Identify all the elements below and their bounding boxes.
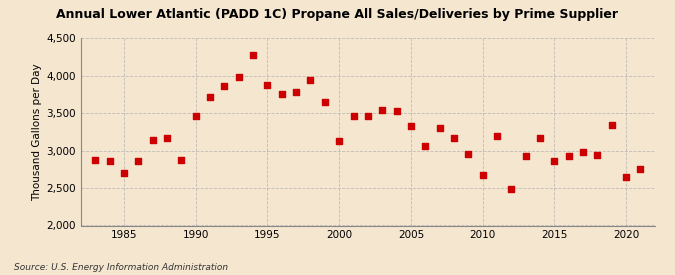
Y-axis label: Thousand Gallons per Day: Thousand Gallons per Day <box>32 63 43 201</box>
Point <box>406 124 416 128</box>
Point <box>161 136 172 140</box>
Point <box>319 100 330 104</box>
Point <box>635 167 646 172</box>
Point <box>90 158 101 162</box>
Point <box>248 53 259 57</box>
Point <box>234 75 244 79</box>
Point <box>592 153 603 157</box>
Point <box>434 125 445 130</box>
Point <box>620 175 631 179</box>
Point <box>333 139 344 143</box>
Point <box>377 108 387 112</box>
Point <box>147 138 158 142</box>
Point <box>276 92 287 96</box>
Point <box>190 114 201 119</box>
Text: Annual Lower Atlantic (PADD 1C) Propane All Sales/Deliveries by Prime Supplier: Annual Lower Atlantic (PADD 1C) Propane … <box>57 8 618 21</box>
Point <box>491 134 502 139</box>
Point <box>104 159 115 163</box>
Point <box>291 90 302 95</box>
Point <box>535 136 545 140</box>
Point <box>549 159 560 163</box>
Point <box>391 109 402 113</box>
Point <box>133 159 144 163</box>
Point <box>506 187 516 191</box>
Point <box>477 172 488 177</box>
Point <box>362 113 373 118</box>
Point <box>176 158 187 162</box>
Text: Source: U.S. Energy Information Administration: Source: U.S. Energy Information Administ… <box>14 263 227 272</box>
Point <box>219 84 230 89</box>
Point <box>348 114 359 119</box>
Point <box>119 171 130 175</box>
Point <box>463 152 474 156</box>
Point <box>420 144 431 148</box>
Point <box>305 78 316 82</box>
Point <box>448 136 459 140</box>
Point <box>205 95 215 99</box>
Point <box>262 83 273 87</box>
Point <box>578 150 589 154</box>
Point <box>563 154 574 158</box>
Point <box>520 154 531 158</box>
Point <box>606 122 617 127</box>
